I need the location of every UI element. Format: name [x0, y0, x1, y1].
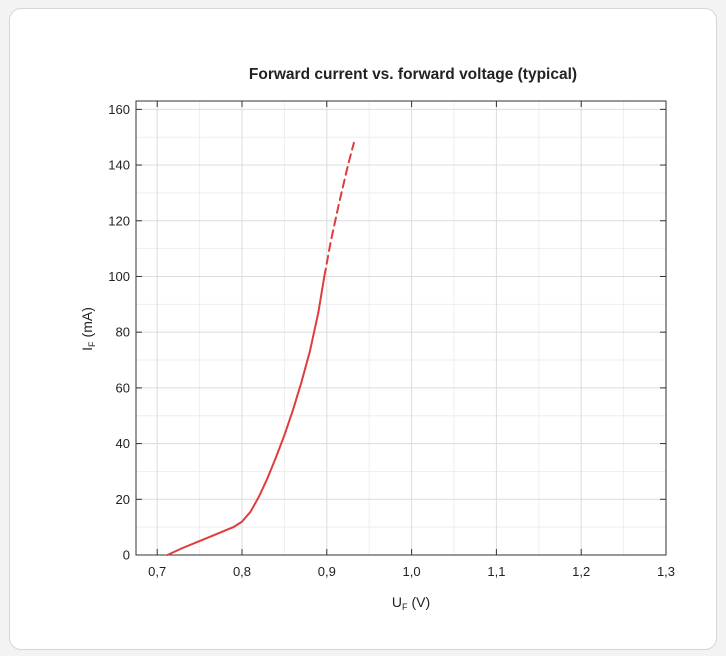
iv-curve-dashed-extrapolation [323, 141, 355, 278]
y-tick-label: 40 [116, 436, 130, 451]
x-axis-label: UF (V) [392, 594, 430, 612]
y-axis-label: IF (mA) [79, 307, 97, 351]
y-tick-label: 140 [108, 158, 130, 173]
x-tick-label: 0,8 [233, 564, 251, 579]
axis-ticks: 0,7 0,8 0,9 1,0 1,1 1,2 1,3 0 20 40 60 80 100 120 140 1… [108, 101, 675, 579]
x-tick-label: 1,3 [657, 564, 675, 579]
grid [136, 101, 667, 556]
y-tick-label: 60 [116, 380, 130, 395]
x-tick-label: 1,1 [487, 564, 505, 579]
forward-iv-chart: Forward current vs. forward voltage (typ… [79, 66, 675, 612]
y-axis-label-unit: (mA) [79, 307, 95, 337]
y-tick-label: 160 [108, 102, 130, 117]
y-tick-label: 0 [123, 548, 130, 563]
x-axis-label-main: U [392, 594, 402, 610]
x-tick-label: 0,7 [148, 564, 166, 579]
y-tick-label: 20 [116, 492, 130, 507]
x-tick-label: 1,0 [403, 564, 421, 579]
y-tick-label: 80 [116, 325, 130, 340]
chart-card: Forward current vs. forward voltage (typ… [9, 8, 717, 650]
x-tick-label: 1,2 [572, 564, 590, 579]
series [166, 141, 355, 556]
y-tick-label: 100 [108, 269, 130, 284]
plot-frame [135, 100, 667, 556]
y-axis-label-subscript: F [87, 341, 97, 347]
y-axis-label-main: I [79, 347, 95, 351]
x-axis-label-subscript: F [402, 602, 408, 612]
chart-title: Forward current vs. forward voltage (typ… [249, 66, 577, 83]
iv-curve [166, 275, 326, 556]
y-tick-label: 120 [108, 213, 130, 228]
x-axis-label-unit: (V) [411, 594, 430, 610]
x-tick-label: 0,9 [318, 564, 336, 579]
